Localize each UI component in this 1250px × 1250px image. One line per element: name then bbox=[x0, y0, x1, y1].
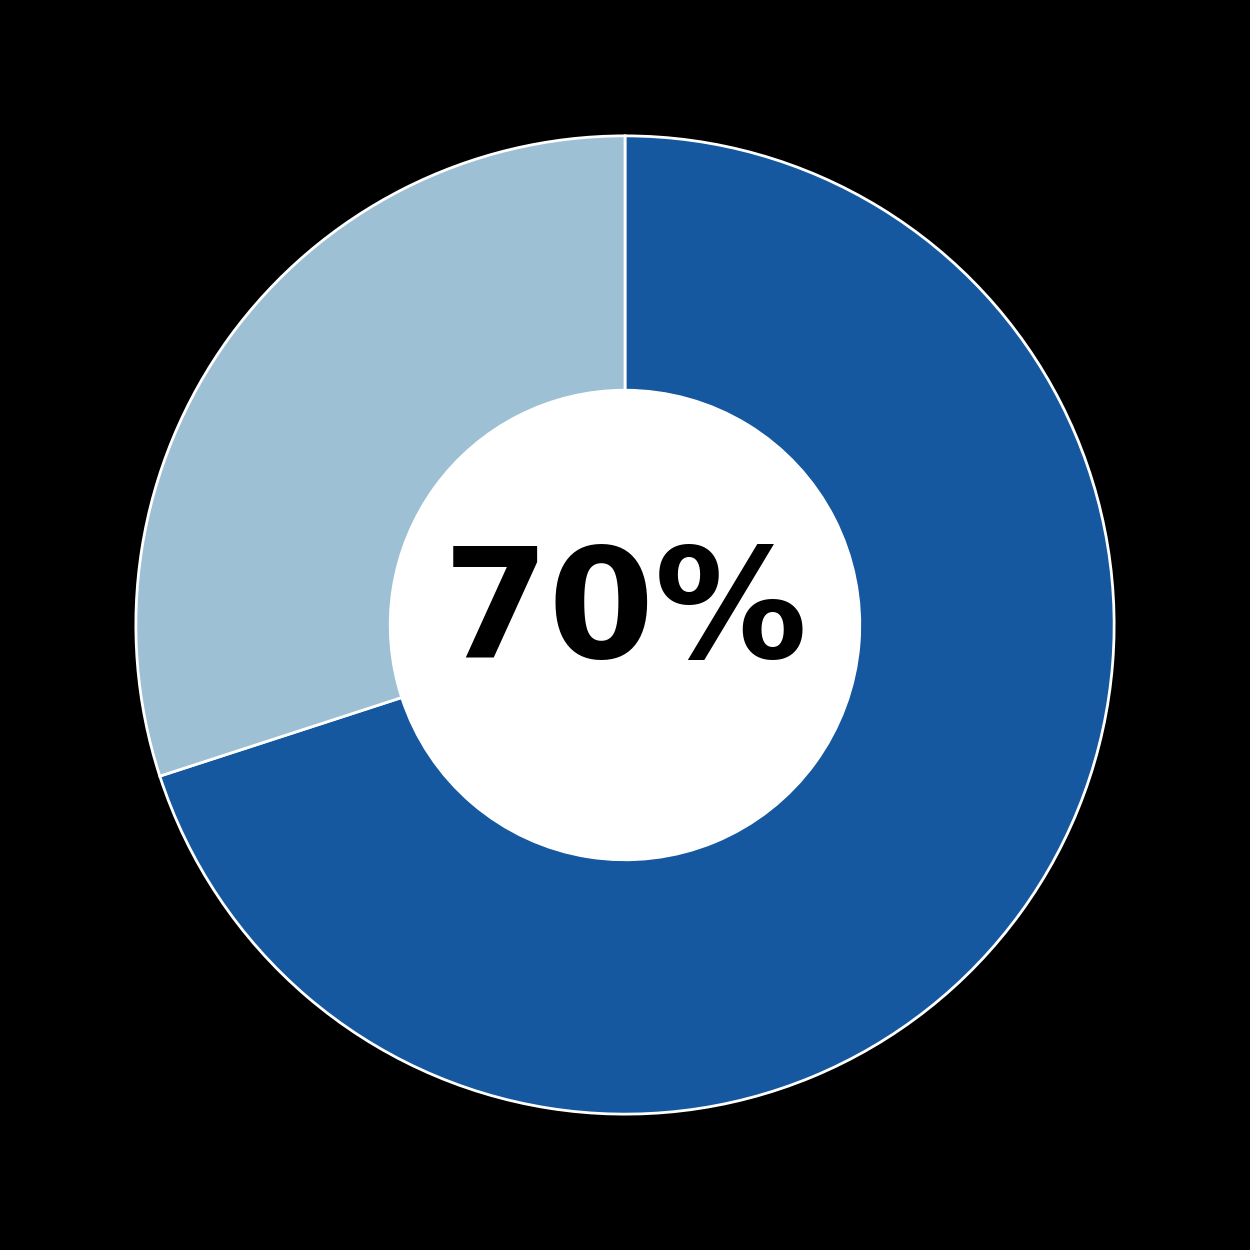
Text: 70%: 70% bbox=[442, 541, 808, 690]
Wedge shape bbox=[136, 136, 625, 776]
Circle shape bbox=[390, 390, 860, 860]
Wedge shape bbox=[160, 136, 1114, 1114]
